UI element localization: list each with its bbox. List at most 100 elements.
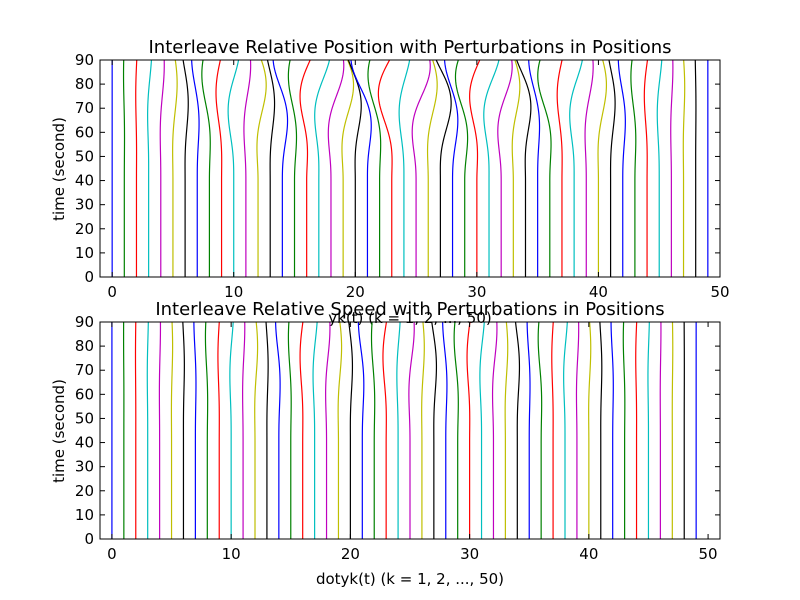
position-series-line — [135, 59, 138, 277]
position-series-line — [172, 59, 178, 277]
position-series-line — [597, 59, 608, 277]
speed-series-line — [158, 321, 162, 539]
speed-series-line — [659, 321, 662, 539]
speed-series-line — [337, 321, 343, 539]
speed-series-line — [325, 321, 331, 539]
speed-series-line — [170, 321, 174, 539]
position-series-line — [630, 59, 637, 277]
position-y-tick-label: 70 — [75, 99, 94, 117]
speed-series-line — [622, 321, 626, 539]
position-series-line — [299, 59, 311, 277]
speed-series-line — [551, 321, 554, 539]
speed-series-line — [204, 321, 209, 539]
speed-series-line — [599, 321, 603, 539]
speed-series-line — [254, 321, 259, 539]
speed-series-line — [563, 321, 568, 539]
position-series-line — [201, 59, 211, 277]
position-series-line — [656, 59, 663, 277]
position-y-tick-label: 0 — [84, 268, 94, 286]
speed-series-line — [575, 321, 580, 539]
speed-series-line — [635, 321, 638, 539]
position-series-line — [367, 59, 382, 277]
speed-series-line — [491, 321, 498, 539]
speed-y-tick-label: 10 — [75, 506, 94, 524]
position-x-tick-label: 30 — [467, 283, 486, 301]
position-series-line — [694, 59, 697, 277]
position-series-line — [469, 59, 481, 277]
speed-y-tick-label: 80 — [75, 337, 94, 355]
speed-series-line — [242, 321, 246, 539]
position-series-line — [569, 59, 583, 277]
position-series-line — [608, 59, 616, 277]
speed-series-line — [479, 321, 485, 539]
position-series-line — [511, 59, 521, 277]
speed-series-line — [442, 321, 448, 539]
speed-series-line — [408, 321, 415, 539]
position-y-axis-label: time (second) — [50, 117, 68, 221]
position-chart-title: Interleave Relative Position with Pertur… — [148, 37, 671, 58]
position-series-line — [411, 59, 431, 277]
speed-series-line — [671, 321, 674, 539]
position-y-tick-label: 10 — [75, 244, 94, 262]
speed-x-tick-label: 50 — [699, 545, 718, 563]
position-series-line — [341, 59, 355, 277]
speed-series-lines — [111, 321, 697, 539]
speed-series-line — [274, 321, 281, 539]
position-y-tick-label: 40 — [75, 172, 94, 190]
speed-y-axis-label: time (second) — [50, 379, 68, 483]
speed-series-line — [537, 321, 543, 539]
position-series-line — [256, 59, 267, 277]
speed-y-tick-label: 0 — [84, 530, 94, 548]
position-series-line — [159, 59, 165, 277]
position-series-line — [227, 59, 240, 277]
speed-series-line — [431, 321, 438, 539]
speed-series-line — [504, 321, 509, 539]
speed-series-line — [312, 321, 318, 539]
speed-series-line — [182, 321, 185, 539]
position-series-line — [147, 59, 153, 277]
speed-series-line — [588, 321, 592, 539]
position-series-line — [215, 59, 223, 277]
speed-x-tick-label: 30 — [460, 545, 479, 563]
speed-series-line — [610, 321, 614, 539]
position-series-line — [350, 59, 372, 277]
position-series-line — [528, 59, 541, 277]
speed-y-tick-label: 30 — [75, 458, 94, 476]
speed-series-line — [514, 321, 521, 539]
speed-series-line — [348, 321, 354, 539]
speed-y-tick-label: 50 — [75, 409, 94, 427]
speed-series-line — [647, 321, 650, 539]
position-series-line — [377, 59, 393, 277]
position-series-line — [426, 59, 438, 277]
position-series-line — [182, 59, 189, 277]
position-series-line — [454, 59, 469, 277]
position-series-line — [266, 59, 276, 277]
speed-x-tick-label: 0 — [107, 545, 117, 563]
position-series-line — [670, 59, 674, 277]
speed-series-line — [299, 321, 304, 539]
speed-x-tick-label: 20 — [341, 545, 360, 563]
position-series-line — [682, 59, 686, 277]
speed-y-tick-label: 40 — [75, 434, 94, 452]
position-x-tick-label: 0 — [107, 283, 117, 301]
speed-series-line — [357, 321, 365, 539]
position-y-tick-label: 60 — [75, 123, 94, 141]
position-series-line — [584, 59, 594, 277]
position-series-line — [537, 59, 552, 277]
speed-y-tick-label: 60 — [75, 385, 94, 403]
speed-series-line — [466, 321, 471, 539]
speed-series-line — [526, 321, 531, 539]
speed-series-line — [453, 321, 459, 539]
speed-chart-title: Interleave Relative Speed with Perturbat… — [155, 299, 664, 320]
speed-y-tick-label: 70 — [75, 361, 94, 379]
position-series-line — [643, 59, 649, 277]
position-x-tick-label: 40 — [589, 283, 608, 301]
position-series-line — [287, 59, 298, 277]
position-series-line — [443, 59, 459, 277]
position-series-line — [243, 59, 252, 277]
speed-series-line — [421, 321, 425, 539]
position-series-line — [516, 59, 532, 277]
position-series-lines — [111, 59, 709, 277]
position-series-line — [272, 59, 289, 277]
